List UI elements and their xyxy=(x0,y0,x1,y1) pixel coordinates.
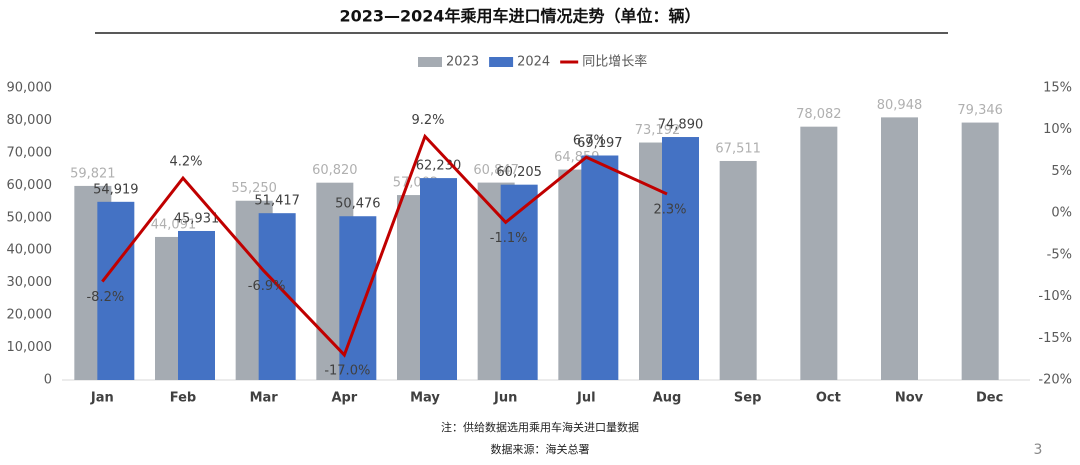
bar xyxy=(420,178,457,380)
value-label: 9.2% xyxy=(411,113,444,128)
y-tick-label: 50,000 xyxy=(7,210,53,225)
y2-tick-label: 5% xyxy=(1051,164,1072,179)
bar xyxy=(581,155,619,380)
line xyxy=(101,133,668,358)
bar xyxy=(961,122,999,380)
y2-tick-label: 15% xyxy=(1043,81,1072,96)
value-label: 73,192 xyxy=(635,123,681,138)
x-tick-label: Jun xyxy=(493,391,517,406)
value-label: 74,890 xyxy=(658,118,704,133)
value-label: 80,948 xyxy=(877,98,923,113)
legend-label: 2023 xyxy=(446,55,479,70)
x-tick-label: May xyxy=(410,391,440,406)
page-number: 3 xyxy=(1034,442,1043,458)
y2-tick-label: -10% xyxy=(1038,289,1072,304)
x-tick-label: Jan xyxy=(90,391,114,406)
y2-tick-label: -5% xyxy=(1047,247,1072,262)
bar xyxy=(719,160,757,380)
y-tick-label: 0 xyxy=(44,373,52,388)
value-label: -1.1% xyxy=(490,231,528,246)
value-label: 60,820 xyxy=(312,163,358,178)
value-label: 50,476 xyxy=(335,197,381,212)
x-tick-label: Nov xyxy=(895,391,924,406)
legend-label: 同比增长率 xyxy=(582,54,647,70)
chart-title: 2023—2024年乘用车进口情况走势（单位：辆） xyxy=(339,7,700,26)
x-tick-label: Sep xyxy=(734,391,762,406)
y-tick-label: 30,000 xyxy=(7,275,53,290)
value-label: -17.0% xyxy=(324,363,370,378)
y-tick-label: 20,000 xyxy=(7,308,53,323)
value-label: 59,821 xyxy=(70,166,116,181)
y-tick-label: 10,000 xyxy=(7,340,53,355)
value-label: 54,919 xyxy=(93,182,139,197)
legend-swatch xyxy=(489,57,514,67)
value-label: 60,847 xyxy=(473,163,519,178)
bar xyxy=(800,126,838,380)
value-label: 60,205 xyxy=(496,165,542,180)
x-tick-label: Mar xyxy=(250,391,279,406)
value-label: 69,197 xyxy=(577,136,623,151)
source: 数据来源：海关总署 xyxy=(491,442,590,456)
bar xyxy=(881,117,918,380)
y-tick-label: 90,000 xyxy=(7,81,53,96)
value-label: 67,511 xyxy=(715,141,761,156)
y-tick-label: 60,000 xyxy=(7,178,53,193)
bar xyxy=(178,230,215,380)
value-label: 51,417 xyxy=(254,194,300,209)
y2-tick-label: 0% xyxy=(1051,206,1072,221)
x-tick-label: Aug xyxy=(653,391,682,406)
y2-tick-label: 10% xyxy=(1043,122,1072,137)
bar xyxy=(97,201,135,380)
value-label: 44,091 xyxy=(151,217,197,232)
y-tick-label: 80,000 xyxy=(7,113,53,128)
value-label: 4.2% xyxy=(169,155,202,170)
value-label: 45,931 xyxy=(174,211,220,226)
x-tick-label: Apr xyxy=(331,391,357,406)
value-label: 78,082 xyxy=(796,107,842,122)
x-tick-label: Feb xyxy=(170,391,196,406)
value-label: 2.3% xyxy=(653,202,686,217)
value-label: 55,250 xyxy=(231,181,277,196)
x-tick-label: Dec xyxy=(976,391,1003,406)
note: 注：供给数据选用乘用车海关进口量数据 xyxy=(441,420,639,434)
x-tick-label: Oct xyxy=(816,391,841,406)
value-label: -6.9% xyxy=(248,279,286,294)
legend-label: 2024 xyxy=(517,55,550,70)
value-label: 6.7% xyxy=(573,134,606,149)
x-tick-label: Jul xyxy=(576,391,596,406)
y2-tick-label: -15% xyxy=(1038,331,1072,346)
value-label: -8.2% xyxy=(86,290,124,305)
y2-tick-label: -20% xyxy=(1038,373,1072,388)
value-label: 79,346 xyxy=(957,103,1003,118)
legend-swatch xyxy=(418,57,442,67)
y-tick-label: 40,000 xyxy=(7,243,53,258)
bar xyxy=(500,184,538,380)
bar xyxy=(662,137,699,380)
y-tick-label: 70,000 xyxy=(7,145,53,160)
